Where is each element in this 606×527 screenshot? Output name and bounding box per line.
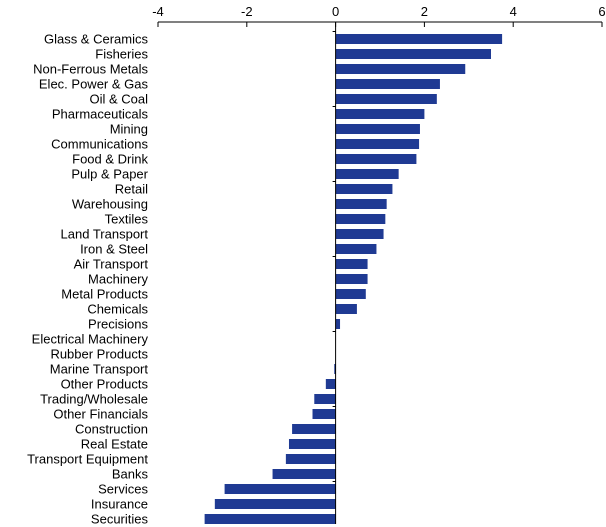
bar (314, 394, 336, 404)
category-label: Glass & Ceramics (44, 32, 149, 47)
category-label: Other Products (61, 377, 149, 392)
bar (292, 424, 336, 434)
category-label: Banks (112, 467, 149, 482)
bar (288, 439, 336, 449)
category-label: Pharmaceuticals (52, 107, 149, 122)
x-tick-label: 4 (510, 4, 517, 19)
category-label: Land Transport (61, 227, 149, 242)
bar (335, 274, 368, 284)
category-label: Rubber Products (50, 347, 148, 362)
category-label: Real Estate (81, 437, 148, 452)
category-label: Electrical Machinery (32, 332, 149, 347)
bar (335, 244, 377, 254)
bar (335, 319, 341, 329)
category-label: Machinery (88, 272, 148, 287)
bar (335, 124, 420, 134)
category-label: Trading/Wholesale (40, 392, 148, 407)
category-label: Retail (115, 182, 148, 197)
bar (335, 94, 437, 104)
category-label: Iron & Steel (80, 242, 148, 257)
x-axis: -4 -2 0 2 4 6 (152, 4, 606, 27)
bar (224, 484, 336, 494)
x-tick-label: -2 (241, 4, 253, 19)
category-label: Marine Transport (50, 362, 149, 377)
bar (335, 109, 425, 119)
bar (285, 454, 336, 464)
x-tick-label: 0 (332, 4, 339, 19)
category-label: Elec. Power & Gas (39, 77, 149, 92)
category-label: Pulp & Paper (71, 167, 148, 182)
bar (335, 169, 399, 179)
bar (335, 49, 491, 59)
bar (312, 409, 336, 419)
category-label: Metal Products (61, 287, 148, 302)
category-label: Chemicals (87, 302, 148, 317)
bar (335, 64, 466, 74)
bar (335, 199, 387, 209)
category-label: Textiles (105, 212, 149, 227)
bar (214, 499, 336, 509)
bar (335, 289, 366, 299)
category-label: Mining (110, 122, 148, 137)
bar (335, 34, 503, 44)
bar (335, 79, 440, 89)
bar (335, 154, 417, 164)
bar (335, 229, 384, 239)
bar (335, 259, 368, 269)
x-tick-label: 6 (598, 4, 605, 19)
bars (204, 34, 503, 524)
category-label: Other Financials (53, 407, 148, 422)
bar (325, 379, 336, 389)
category-label: Warehousing (72, 197, 148, 212)
category-label: Transport Equipment (27, 452, 148, 467)
bar (335, 214, 386, 224)
category-label: Air Transport (74, 257, 149, 272)
x-tick-label: 2 (421, 4, 428, 19)
category-label: Oil & Coal (89, 92, 148, 107)
bar (335, 184, 393, 194)
category-label: Securities (91, 512, 149, 527)
category-label: Non-Ferrous Metals (33, 62, 148, 77)
bar (335, 139, 420, 149)
bar (272, 469, 336, 479)
category-label: Precisions (88, 317, 148, 332)
zero-axis (332, 22, 337, 524)
bar (204, 514, 336, 524)
x-tick-label: -4 (152, 4, 164, 19)
bar (334, 364, 336, 374)
category-label: Fisheries (95, 47, 148, 62)
category-label: Insurance (91, 497, 148, 512)
bar (335, 304, 357, 314)
category-label: Food & Drink (72, 152, 148, 167)
category-label: Construction (75, 422, 148, 437)
category-label: Services (98, 482, 148, 497)
category-label: Communications (51, 137, 148, 152)
